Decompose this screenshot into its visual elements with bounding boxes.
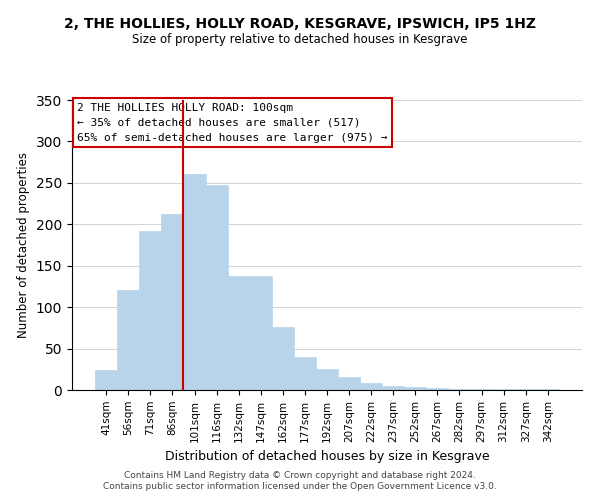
Bar: [95, 370, 117, 390]
Bar: [272, 327, 294, 390]
Text: Contains HM Land Registry data © Crown copyright and database right 2024.: Contains HM Land Registry data © Crown c…: [124, 470, 476, 480]
Bar: [360, 384, 382, 390]
Bar: [427, 388, 448, 390]
Bar: [227, 276, 250, 390]
Bar: [515, 389, 537, 390]
Text: Size of property relative to detached houses in Kesgrave: Size of property relative to detached ho…: [132, 32, 468, 46]
Text: Contains public sector information licensed under the Open Government Licence v3: Contains public sector information licen…: [103, 482, 497, 491]
Bar: [250, 276, 272, 390]
Text: 2 THE HOLLIES HOLLY ROAD: 100sqm
← 35% of detached houses are smaller (517)
65% : 2 THE HOLLIES HOLLY ROAD: 100sqm ← 35% o…: [77, 103, 388, 142]
Bar: [448, 389, 470, 390]
Bar: [184, 174, 206, 390]
Bar: [161, 214, 184, 390]
Bar: [537, 389, 559, 390]
X-axis label: Distribution of detached houses by size in Kesgrave: Distribution of detached houses by size …: [164, 450, 490, 463]
Bar: [470, 389, 493, 390]
Bar: [117, 290, 139, 390]
Bar: [139, 231, 161, 390]
Text: 2, THE HOLLIES, HOLLY ROAD, KESGRAVE, IPSWICH, IP5 1HZ: 2, THE HOLLIES, HOLLY ROAD, KESGRAVE, IP…: [64, 18, 536, 32]
Bar: [338, 376, 360, 390]
Bar: [206, 184, 227, 390]
Bar: [294, 357, 316, 390]
Bar: [404, 386, 427, 390]
Bar: [493, 389, 515, 390]
Bar: [316, 370, 338, 390]
Y-axis label: Number of detached properties: Number of detached properties: [17, 152, 31, 338]
Bar: [382, 386, 404, 390]
